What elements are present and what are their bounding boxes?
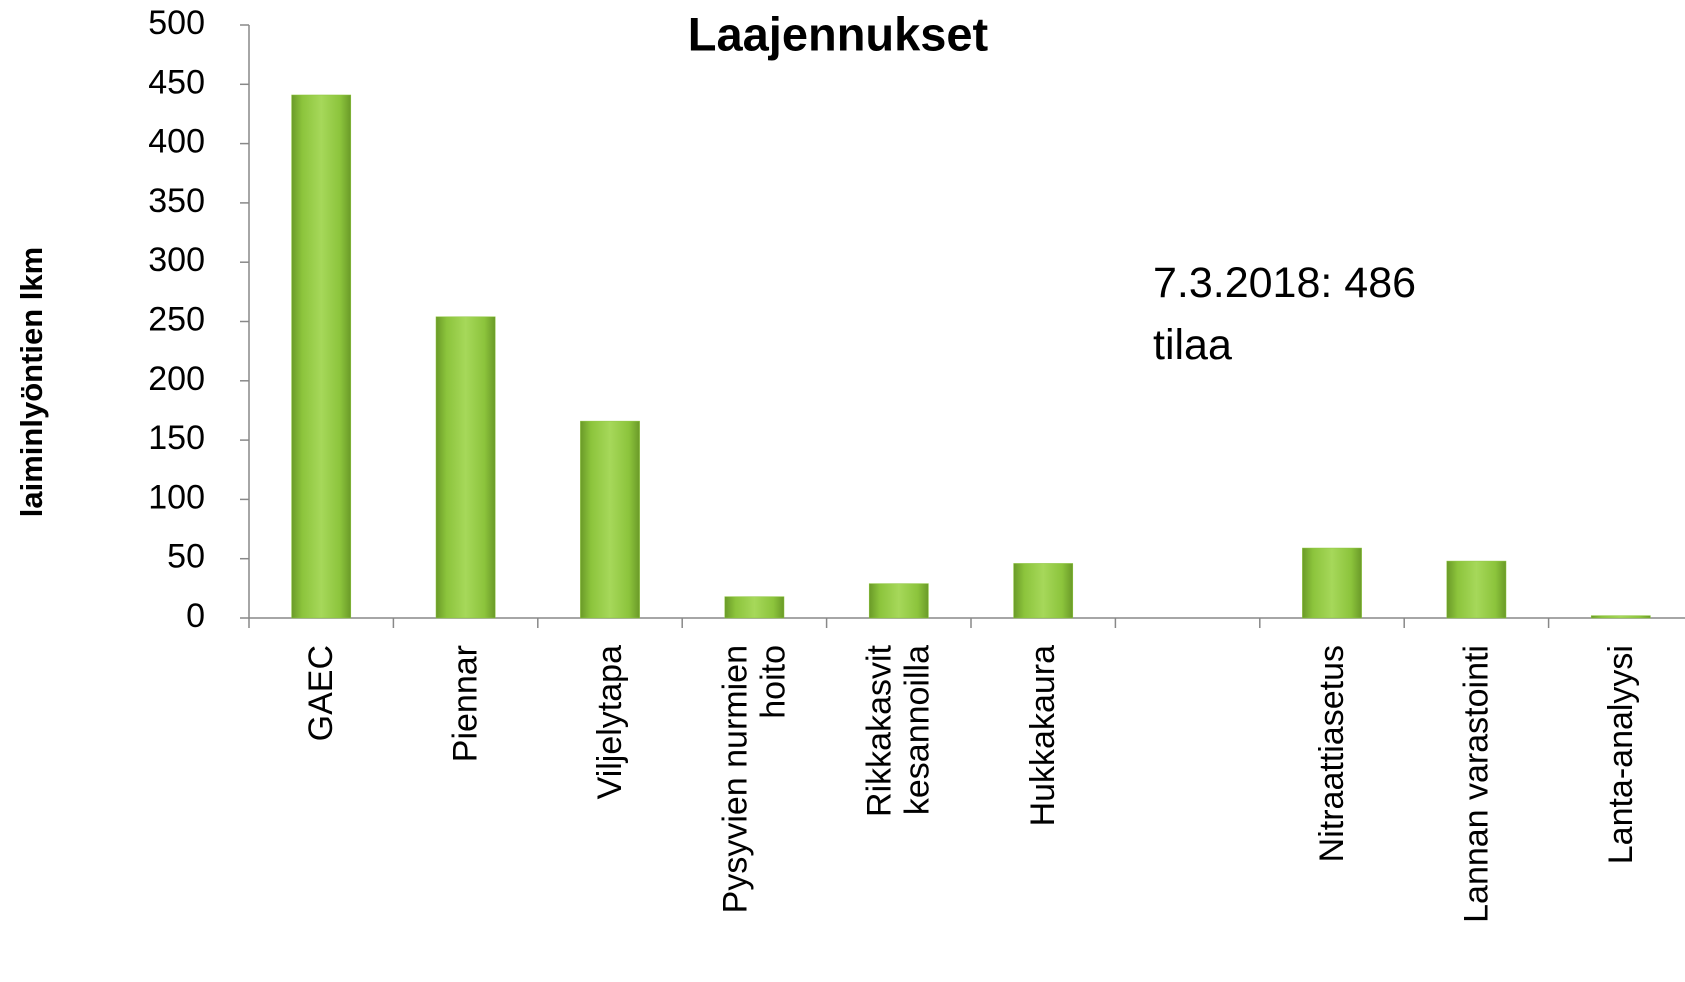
bar: [291, 94, 352, 619]
bar: [580, 420, 640, 619]
y-tick-label: 200: [148, 360, 205, 398]
bar: [1302, 547, 1362, 619]
x-tick-label: Hukkakaura: [1024, 645, 1063, 827]
y-tick-label: 400: [148, 123, 205, 161]
y-tick-label: 100: [148, 478, 205, 516]
y-tick-label: 500: [148, 4, 205, 42]
x-tick-label: Piennar: [446, 645, 485, 763]
y-tick-label: 250: [148, 300, 205, 338]
chart-title: Laajennukset: [688, 7, 989, 60]
y-tick-label: 50: [167, 538, 205, 576]
bar: [1446, 560, 1507, 619]
x-tick-label: Rikkakasvit kesannoilla: [860, 645, 937, 817]
bar: [1590, 615, 1651, 619]
bar: [724, 596, 785, 619]
x-tick-label: GAEC: [302, 645, 341, 742]
y-tick-label: 450: [148, 63, 205, 101]
x-tick-label: Pysyvien nurmien hoito: [716, 645, 793, 914]
annotation: 7.3.2018: 486 tilaa: [1153, 259, 1417, 370]
bar: [435, 316, 496, 619]
bar: [868, 583, 929, 619]
x-tick-label: Nitraattiasetus: [1312, 645, 1351, 863]
x-tick-label: Lanta-analyysi: [1601, 645, 1640, 865]
bar: [1013, 563, 1074, 619]
y-tick-label: 150: [148, 419, 205, 457]
y-tick-label: 350: [148, 182, 205, 220]
y-tick-label: 0: [186, 597, 205, 635]
x-tick-label: Viljelytapa: [590, 645, 629, 800]
y-tick-label: 300: [148, 241, 205, 279]
x-tick-label: Lannan varastointi: [1457, 645, 1496, 923]
y-axis-label: laiminlyöntien lkm: [14, 247, 49, 517]
